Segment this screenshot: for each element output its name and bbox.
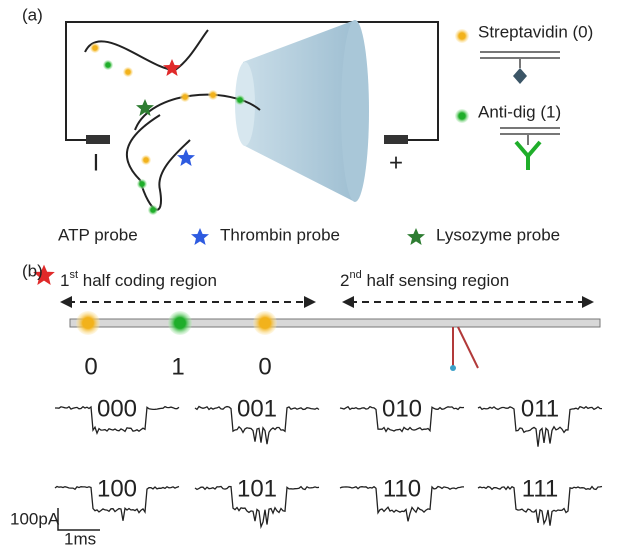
star [177, 149, 195, 166]
bead [253, 311, 277, 335]
code-label: 101 [237, 475, 277, 502]
bead [76, 311, 100, 335]
figure: (a) I + Streptavidin (0) Anti-dig (1) AT… [0, 0, 618, 546]
probe-label: ATP probe [58, 225, 138, 244]
probe-label: Thrombin probe [220, 225, 340, 244]
legend-bead [455, 109, 469, 123]
electrode-label: + [389, 149, 403, 176]
code-label: 010 [382, 395, 422, 422]
panel-label: (b) [22, 261, 43, 280]
panel-b: (b) 1st half coding region 2nd half sens… [10, 261, 602, 546]
legend-label: Streptavidin (0) [478, 22, 593, 41]
region-suffix: nd [349, 269, 361, 281]
legend-icon [480, 52, 560, 68]
code-label: 011 [521, 395, 559, 422]
traces: 000 001 010 011 100 101 110 111 [55, 395, 602, 526]
electrode-label: I [93, 149, 100, 176]
star [136, 99, 154, 116]
bit: 0 [258, 353, 271, 380]
code-label: 000 [97, 395, 137, 422]
legend-icon [513, 68, 527, 84]
star [407, 228, 425, 245]
panel-a: (a) I + Streptavidin (0) Anti-dig (1) AT… [22, 5, 593, 285]
legend-bead [455, 29, 469, 43]
scale-bar [58, 508, 100, 530]
nanopore-end [341, 20, 369, 202]
nanopore [243, 20, 355, 202]
electrode [384, 135, 408, 144]
region-text: half sensing region [362, 271, 509, 290]
legend-label: Anti-dig (1) [478, 102, 561, 121]
bit: 1 [171, 353, 184, 380]
code-label: 100 [97, 475, 137, 502]
probe-icon [450, 365, 456, 371]
legend-icon [500, 128, 560, 145]
region-label: 1st half coding region [60, 269, 217, 291]
code-label: 111 [522, 475, 558, 502]
region-number: 1 [60, 271, 69, 290]
region-number: 2 [340, 271, 349, 290]
probe-icon [453, 327, 478, 368]
probe-label: Lysozyme probe [436, 225, 560, 244]
star [191, 228, 209, 245]
region-label: 2nd half sensing region [340, 269, 509, 291]
legend-icon [516, 142, 540, 170]
bead [168, 311, 192, 335]
scale-label: 100pA [10, 509, 60, 528]
dna-rod [70, 319, 600, 327]
code-label: 001 [237, 395, 277, 422]
electrode [86, 135, 110, 144]
region-suffix: st [69, 269, 78, 281]
code-label: 110 [383, 475, 421, 502]
bit: 0 [84, 353, 97, 380]
scale-label: 1ms [64, 529, 96, 546]
region-text: half coding region [78, 271, 217, 290]
panel-label: (a) [22, 5, 43, 24]
